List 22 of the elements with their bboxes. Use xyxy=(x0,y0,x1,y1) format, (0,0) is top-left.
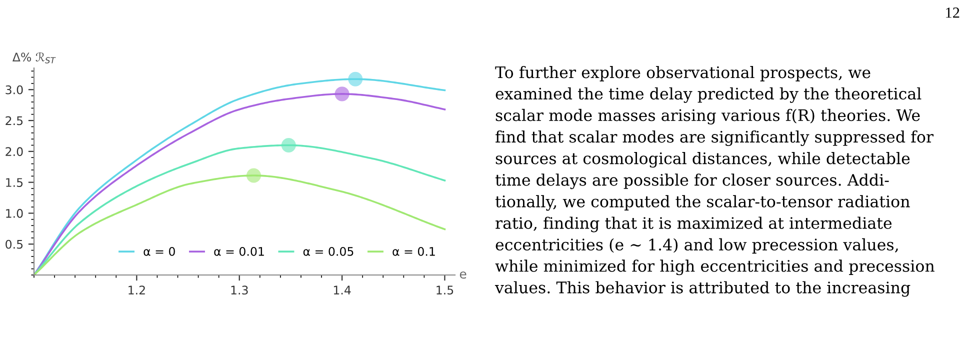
y-tick-label: 3.0 xyxy=(6,85,23,94)
legend-label: α = 0.1 xyxy=(392,246,435,256)
point xyxy=(334,86,350,102)
text: 12 xyxy=(946,8,960,18)
point xyxy=(348,72,363,86)
y-tick-label: 2.5 xyxy=(6,116,23,126)
y-tick-label: 1.5 xyxy=(6,178,23,187)
x-tick-label: 1.5 xyxy=(436,286,454,295)
x-tick-label: 1.2 xyxy=(128,286,145,294)
x-axis-title: e xyxy=(460,271,466,279)
text: To further explore observational prospects, we examined the time delay predicted by the theoretical scalar mode masses arising various f(R) theories. We find that scalar modes are significantly suppressed for sources at cosmological distances, while detectable time delays are possible for closer sources. Addi- tionally, we computed the scalar-to-tensor radiation ratio, finding that it is maximized at intermediate eccentricities (e ∼ 1.4) and low precession values, while minimized for high eccentricities and precession values. This behavior is attributed to the increasing xyxy=(494,66,934,297)
legend-label: α = 0.01 xyxy=(214,246,264,256)
y-tick-label: 1.0 xyxy=(6,208,23,218)
y-tick-label: 0.5 xyxy=(6,240,23,249)
y-tick-label: 2.0 xyxy=(6,147,23,156)
legend-label: α = 0.05 xyxy=(303,246,354,256)
point xyxy=(281,138,296,153)
x-tick-label: 1.4 xyxy=(334,286,351,294)
legend-label: α = 0 xyxy=(144,246,175,256)
y-axis-title: Δ% ℛ$_{ST}$ xyxy=(12,52,56,64)
x-tick-label: 1.3 xyxy=(231,286,248,295)
point xyxy=(246,168,262,183)
